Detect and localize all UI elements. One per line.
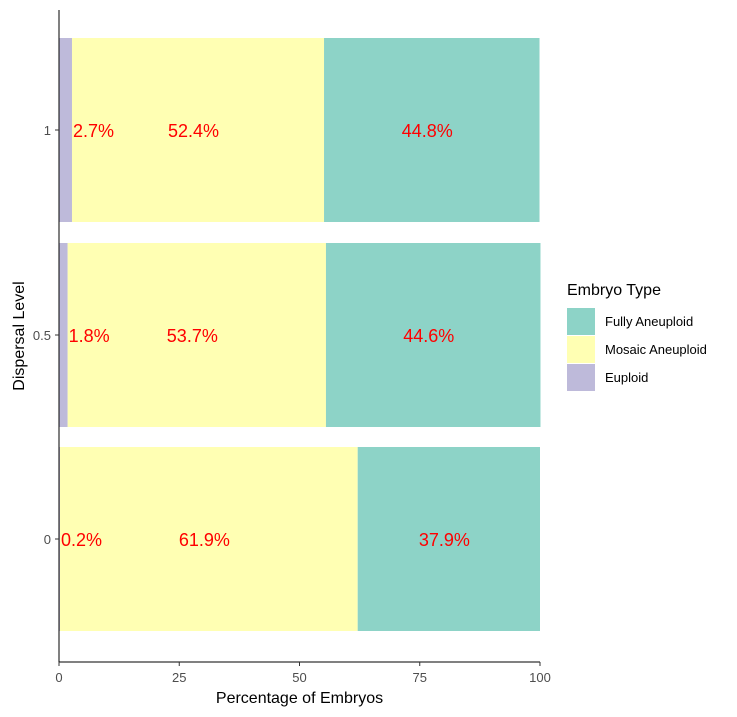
data-label-fully-aneuploid-0: 37.9%: [419, 530, 470, 550]
data-label-euploid-0_5: 1.8%: [69, 326, 110, 346]
bar-mosaic-aneuploid-1: [71, 38, 325, 222]
x-tick-label: 25: [172, 670, 186, 685]
data-label-mosaic-aneuploid-0: 61.9%: [179, 530, 230, 550]
y-tick-label: 0: [44, 532, 51, 547]
legend-label-mosaic-aneuploid: Mosaic Aneuploid: [605, 342, 707, 357]
bar-fully-aneuploid-0_5: [325, 243, 541, 427]
data-label-fully-aneuploid-1: 44.8%: [402, 121, 453, 141]
legend-label-euploid: Euploid: [605, 370, 648, 385]
x-tick-label: 75: [413, 670, 427, 685]
x-axis-ticks: 0 25 50 75 100: [55, 662, 551, 685]
bar-mosaic-aneuploid-0_5: [67, 243, 326, 427]
legend-title: Embryo Type: [567, 282, 661, 299]
legend-swatch-fully-aneuploid: [567, 308, 595, 335]
bar-fully-aneuploid-1: [324, 38, 540, 222]
bars-layer: [59, 38, 541, 631]
y-axis-ticks: 10.50: [33, 123, 59, 547]
x-tick-label: 50: [292, 670, 306, 685]
bar-mosaic-aneuploid-0: [59, 447, 358, 631]
legend-label-fully-aneuploid: Fully Aneuploid: [605, 314, 693, 329]
data-label-mosaic-aneuploid-0_5: 53.7%: [167, 326, 218, 346]
data-label-fully-aneuploid-0_5: 44.6%: [403, 326, 454, 346]
legend-swatch-mosaic-aneuploid: [567, 336, 595, 363]
data-labels-layer: 2.7% 52.4% 44.8% 1.8% 53.7% 44.6% 0.2% 61.9% 37.…: [61, 121, 470, 550]
y-axis-title: Dispersal Level: [11, 281, 28, 390]
bar-fully-aneuploid-0: [357, 447, 540, 631]
bar-euploid-1: [59, 38, 72, 222]
y-tick-label: 1: [44, 123, 51, 138]
legend: Embryo Type Fully Aneuploid Mosaic Aneupl…: [567, 282, 707, 391]
data-label-mosaic-aneuploid-1: 52.4%: [168, 121, 219, 141]
x-axis-title: Percentage of Embryos: [216, 690, 383, 707]
data-label-euploid-1: 2.7%: [73, 121, 114, 141]
data-label-euploid-0: 0.2%: [61, 530, 102, 550]
bar-euploid-0_5: [59, 243, 68, 427]
x-tick-label: 0: [55, 670, 62, 685]
x-tick-label: 100: [529, 670, 551, 685]
legend-swatch-euploid: [567, 364, 595, 391]
y-tick-label: 0.5: [33, 328, 51, 343]
